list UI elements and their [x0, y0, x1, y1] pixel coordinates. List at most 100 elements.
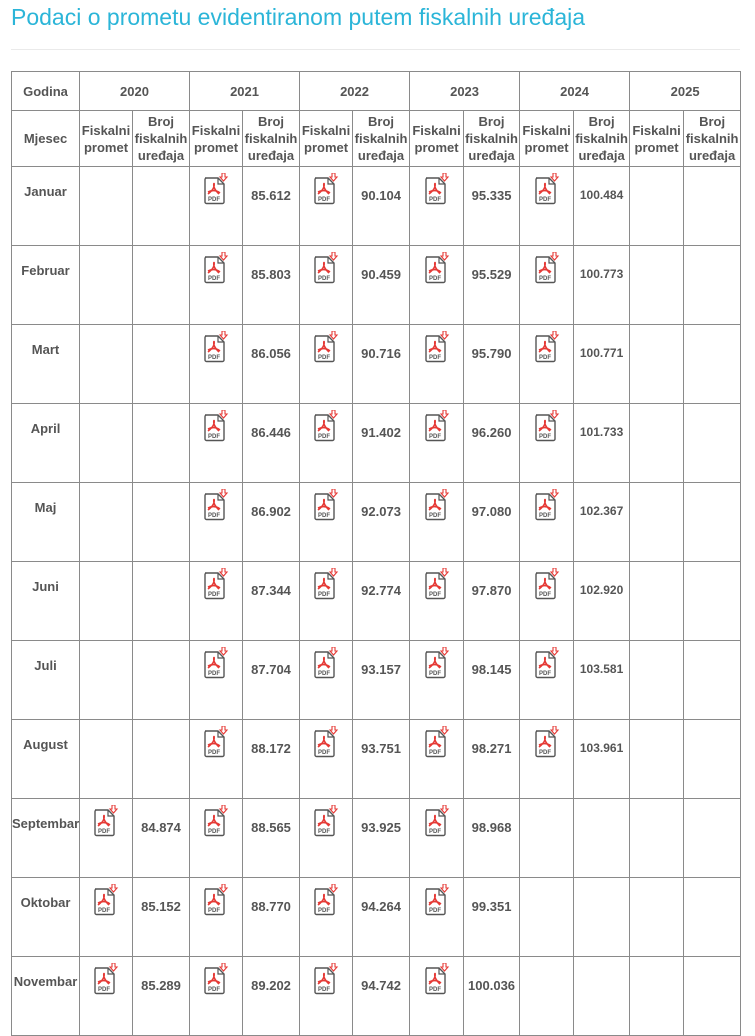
pdf-download-icon[interactable]: PDF — [424, 725, 450, 758]
subheader-broj-uredjaja: Broj fiskalnih uređaja — [463, 110, 521, 167]
turnover-cell — [79, 403, 133, 483]
pdf-download-icon[interactable]: PDF — [203, 251, 229, 284]
pdf-download-icon[interactable]: PDF — [203, 646, 229, 679]
turnover-cell: PDF — [409, 561, 465, 641]
svg-text:PDF: PDF — [98, 908, 110, 914]
table-row: Novembar PDF 85.289 PDF 89.202 PDF 94.742 PDF 10… — [11, 956, 742, 1036]
svg-text:PDF: PDF — [318, 671, 330, 677]
device-count: 100.771 — [573, 324, 631, 404]
pdf-download-icon[interactable]: PDF — [313, 172, 339, 205]
pdf-download-icon[interactable]: PDF — [534, 646, 560, 679]
device-count: 95.335 — [463, 166, 521, 246]
subheader-broj-uredjaja: Broj fiskalnih uređaja — [131, 110, 191, 167]
pdf-download-icon[interactable]: PDF — [313, 883, 339, 916]
turnover-cell: PDF — [299, 719, 354, 799]
pdf-download-icon[interactable]: PDF — [313, 488, 339, 521]
pdf-download-icon[interactable]: PDF — [424, 330, 450, 363]
pdf-download-icon[interactable]: PDF — [534, 409, 560, 442]
device-count: 90.104 — [352, 166, 411, 246]
device-count: 102.367 — [573, 482, 631, 562]
svg-text:PDF: PDF — [429, 908, 441, 914]
pdf-download-icon[interactable]: PDF — [424, 883, 450, 916]
svg-text:PDF: PDF — [429, 671, 441, 677]
turnover-cell: PDF — [189, 403, 244, 483]
device-count — [683, 640, 742, 720]
pdf-download-icon[interactable]: PDF — [203, 172, 229, 205]
pdf-download-icon[interactable]: PDF — [313, 567, 339, 600]
pdf-download-icon[interactable]: PDF — [534, 488, 560, 521]
month-header: Mjesec — [11, 110, 80, 167]
pdf-download-icon[interactable]: PDF — [424, 488, 450, 521]
device-count: 90.716 — [352, 324, 411, 404]
subheader-fiskalni-promet: Fiskalni promet — [519, 110, 575, 167]
pdf-download-icon[interactable]: PDF — [313, 409, 339, 442]
pdf-download-icon[interactable]: PDF — [534, 330, 560, 363]
pdf-download-icon[interactable]: PDF — [313, 251, 339, 284]
pdf-download-icon[interactable]: PDF — [203, 883, 229, 916]
device-count: 85.152 — [131, 877, 191, 957]
pdf-download-icon[interactable]: PDF — [424, 567, 450, 600]
svg-text:PDF: PDF — [429, 197, 441, 203]
pdf-download-icon[interactable]: PDF — [203, 409, 229, 442]
pdf-download-icon[interactable]: PDF — [424, 251, 450, 284]
year-header-2024: 2024 — [519, 71, 631, 111]
year-header-2020: 2020 — [78, 71, 191, 111]
turnover-cell: PDF — [519, 324, 575, 404]
turnover-cell — [519, 956, 575, 1036]
turnover-cell — [79, 324, 133, 404]
month-label: Februar — [11, 245, 80, 325]
device-count: 89.202 — [242, 956, 301, 1036]
pdf-download-icon[interactable]: PDF — [534, 172, 560, 205]
turnover-cell: PDF — [409, 403, 465, 483]
pdf-download-icon[interactable]: PDF — [93, 962, 119, 995]
device-count: 88.770 — [242, 877, 301, 957]
month-label: Mart — [11, 324, 80, 404]
pdf-download-icon[interactable]: PDF — [534, 567, 560, 600]
pdf-download-icon[interactable]: PDF — [203, 488, 229, 521]
pdf-download-icon[interactable]: PDF — [424, 172, 450, 205]
pdf-download-icon[interactable]: PDF — [313, 804, 339, 837]
turnover-cell: PDF — [189, 877, 244, 957]
turnover-cell: PDF — [189, 324, 244, 404]
pdf-download-icon[interactable]: PDF — [534, 725, 560, 758]
svg-text:PDF: PDF — [539, 434, 551, 440]
pdf-download-icon[interactable]: PDF — [424, 962, 450, 995]
svg-text:PDF: PDF — [539, 592, 551, 598]
pdf-download-icon[interactable]: PDF — [313, 725, 339, 758]
table-row: Oktobar PDF 85.152 PDF 88.770 PDF 94.264 PDF 99.… — [11, 877, 742, 957]
device-count — [683, 245, 742, 325]
pdf-download-icon[interactable]: PDF — [203, 804, 229, 837]
pdf-download-icon[interactable]: PDF — [203, 962, 229, 995]
pdf-download-icon[interactable]: PDF — [313, 646, 339, 679]
pdf-download-icon[interactable]: PDF — [93, 883, 119, 916]
turnover-cell — [79, 166, 133, 246]
pdf-download-icon[interactable]: PDF — [93, 804, 119, 837]
svg-text:PDF: PDF — [318, 434, 330, 440]
device-count: 101.733 — [573, 403, 631, 483]
svg-text:PDF: PDF — [318, 908, 330, 914]
month-label: Juli — [11, 640, 80, 720]
pdf-download-icon[interactable]: PDF — [424, 409, 450, 442]
turnover-cell: PDF — [519, 719, 575, 799]
turnover-cell: PDF — [409, 798, 465, 878]
device-count — [573, 877, 631, 957]
pdf-download-icon[interactable]: PDF — [203, 330, 229, 363]
svg-text:PDF: PDF — [429, 829, 441, 835]
pdf-download-icon[interactable]: PDF — [313, 330, 339, 363]
svg-text:PDF: PDF — [318, 987, 330, 993]
pdf-download-icon[interactable]: PDF — [424, 804, 450, 837]
device-count — [683, 561, 742, 641]
pdf-download-icon[interactable]: PDF — [203, 567, 229, 600]
svg-text:PDF: PDF — [539, 276, 551, 282]
pdf-download-icon[interactable]: PDF — [203, 725, 229, 758]
device-count — [683, 877, 742, 957]
turnover-cell: PDF — [79, 798, 133, 878]
device-count: 100.773 — [573, 245, 631, 325]
pdf-download-icon[interactable]: PDF — [424, 646, 450, 679]
pdf-download-icon[interactable]: PDF — [313, 962, 339, 995]
device-count: 103.961 — [573, 719, 631, 799]
subheader-fiskalni-promet: Fiskalni promet — [299, 110, 354, 167]
svg-text:PDF: PDF — [318, 197, 330, 203]
turnover-cell: PDF — [409, 324, 465, 404]
pdf-download-icon[interactable]: PDF — [534, 251, 560, 284]
